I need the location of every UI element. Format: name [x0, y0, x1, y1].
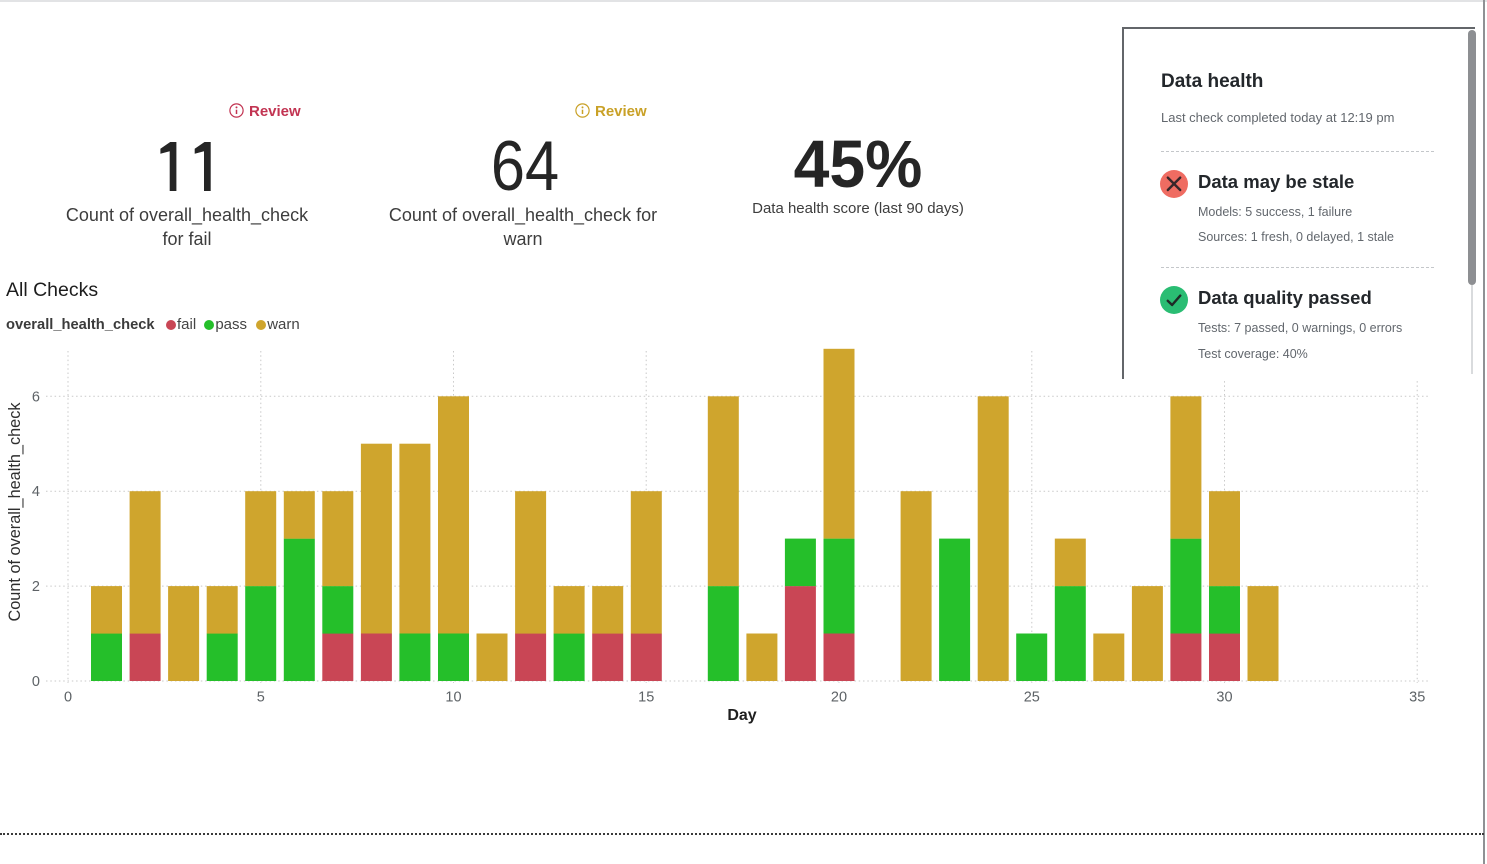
svg-text:6: 6 [32, 389, 40, 405]
svg-text:0: 0 [32, 674, 40, 690]
svg-text:Day: Day [727, 707, 756, 724]
svg-text:0: 0 [64, 690, 72, 706]
svg-text:4: 4 [32, 484, 40, 500]
svg-text:35: 35 [1409, 690, 1425, 706]
svg-text:10: 10 [445, 690, 461, 706]
svg-text:5: 5 [257, 690, 265, 706]
svg-text:2: 2 [32, 579, 40, 595]
svg-text:20: 20 [831, 690, 847, 706]
svg-text:25: 25 [1024, 690, 1040, 706]
svg-text:Count of overall_health_check: Count of overall_health_check [6, 402, 24, 622]
svg-text:30: 30 [1216, 690, 1232, 706]
svg-text:15: 15 [638, 690, 654, 706]
